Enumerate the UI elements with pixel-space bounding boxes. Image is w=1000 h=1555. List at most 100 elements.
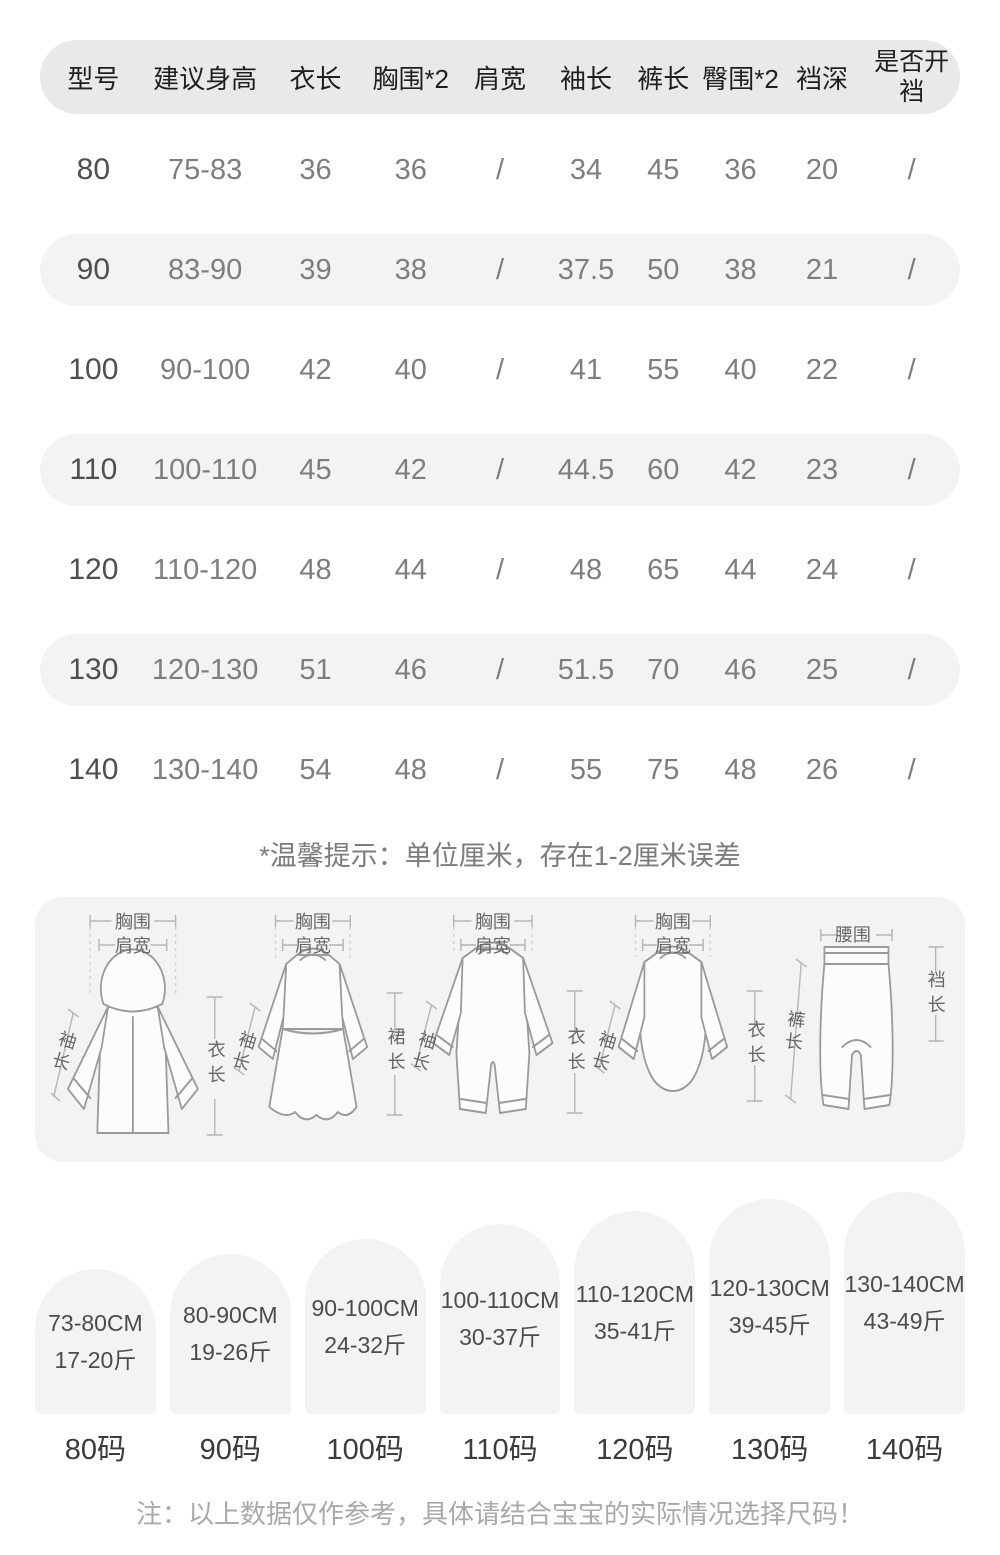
header-open-crotch: 是否开裆 bbox=[874, 48, 950, 106]
size-card-120: 110-120CM 35-41斤 120码 bbox=[574, 1211, 696, 1468]
chest-dim-label: 胸围 bbox=[654, 912, 691, 932]
cell: 51.5 bbox=[557, 653, 615, 686]
height-range: 130-140CM bbox=[844, 1271, 965, 1298]
romper-drawing bbox=[411, 915, 583, 1114]
cell: 110-120 bbox=[152, 553, 258, 586]
cell: 45 bbox=[299, 453, 332, 486]
table-row-110: 110 100-110 45 42 / 44.5 60 42 23 / bbox=[40, 434, 960, 506]
diagram-bodysuit: 胸围 肩宽 袖长 衣长 bbox=[587, 907, 769, 1157]
size-table: 型号 建议身高 衣长 胸围*2 肩宽 袖长 裤长 臀围*2 裆深 是否开裆 80… bbox=[40, 40, 960, 806]
cell: 20 bbox=[805, 153, 839, 186]
height-range: 80-90CM bbox=[182, 1302, 278, 1329]
table-row-120: 120 110-120 48 44 / 48 65 44 24 / bbox=[40, 534, 960, 606]
height-range: 110-120CM bbox=[575, 1280, 695, 1307]
cell: 80 bbox=[76, 153, 111, 186]
cell: 39 bbox=[299, 253, 332, 286]
table-row-130: 130 120-130 51 46 / 51.5 70 46 25 / bbox=[40, 634, 960, 706]
weight-range: 35-41斤 bbox=[593, 1317, 676, 1344]
cell: 23 bbox=[805, 453, 839, 486]
cell: 100-110 bbox=[152, 453, 258, 486]
cell: / bbox=[907, 653, 916, 686]
clothes-length-dim-label: 衣长 bbox=[745, 1019, 766, 1070]
cell: / bbox=[495, 453, 504, 486]
chest-dim-label: 胸围 bbox=[114, 912, 151, 932]
size-bubble: 110-120CM 35-41斤 bbox=[574, 1211, 696, 1414]
cell: 51 bbox=[299, 653, 332, 686]
size-bubble: 100-110CM 30-37斤 bbox=[439, 1224, 561, 1414]
table-row-100: 100 90-100 42 40 / 41 55 40 22 / bbox=[40, 334, 960, 406]
size-label: 80码 bbox=[64, 1434, 127, 1466]
size-bubble: 120-130CM 39-45斤 bbox=[709, 1199, 831, 1414]
shoulder-dim-label: 肩宽 bbox=[114, 935, 151, 956]
table-row-140: 140 130-140 54 48 / 55 75 48 26 / bbox=[40, 734, 960, 806]
measure-diagrams-panel: 胸围 肩宽 袖长 衣长 bbox=[35, 897, 965, 1162]
chest-dim-label: 胸围 bbox=[474, 912, 511, 932]
cell: 38 bbox=[724, 253, 757, 286]
weight-range: 43-49斤 bbox=[863, 1308, 946, 1334]
bodysuit-drawing bbox=[593, 915, 763, 1102]
diagram-dress: 胸围 肩宽 袖长 裙长 bbox=[227, 907, 409, 1157]
height-range: 73-80CM bbox=[48, 1309, 143, 1336]
cell: 50 bbox=[647, 253, 680, 286]
shoulder-dim-label: 肩宽 bbox=[654, 935, 691, 956]
cell: 130-140 bbox=[151, 753, 259, 786]
weight-range: 39-45斤 bbox=[728, 1311, 811, 1338]
size-recommendation-cards: 73-80CM 17-20斤 80码 80-90CM 19-26斤 90码 90… bbox=[35, 1192, 966, 1468]
size-label: 110码 bbox=[462, 1434, 538, 1466]
height-range: 100-110CM bbox=[440, 1287, 560, 1314]
cell: 22 bbox=[805, 353, 839, 386]
cell: 40 bbox=[394, 353, 427, 386]
clothes-length-dim-label: 衣长 bbox=[205, 1039, 226, 1090]
header-model: 型号 bbox=[67, 63, 120, 94]
cell: / bbox=[495, 753, 504, 786]
cell: 110 bbox=[69, 453, 118, 486]
diagram-hooded-jacket: 胸围 肩宽 袖长 衣长 bbox=[47, 907, 229, 1157]
table-row-90: 90 83-90 39 38 / 37.5 50 38 21 / bbox=[40, 234, 960, 306]
cell: / bbox=[907, 353, 916, 386]
size-card-130: 120-130CM 39-45斤 130码 bbox=[709, 1199, 831, 1468]
size-bubble: 130-140CM 43-49斤 bbox=[844, 1192, 966, 1414]
cell: 55 bbox=[569, 753, 603, 786]
weight-range: 24-32斤 bbox=[324, 1331, 407, 1358]
cell: 55 bbox=[647, 353, 680, 386]
cell: 90-100 bbox=[159, 353, 251, 386]
cell: 36 bbox=[394, 153, 427, 186]
cell: 45 bbox=[647, 153, 680, 186]
size-label: 130码 bbox=[731, 1434, 809, 1466]
header-crotch-depth: 裆深 bbox=[795, 63, 848, 94]
cell: 44 bbox=[724, 553, 757, 586]
header-shoulder: 肩宽 bbox=[473, 63, 526, 94]
cell: 48 bbox=[724, 753, 757, 786]
table-header-row: 型号 建议身高 衣长 胸围*2 肩宽 袖长 裤长 臀围*2 裆深 是否开裆 bbox=[40, 40, 960, 114]
cell: 46 bbox=[724, 653, 757, 686]
cell: 36 bbox=[299, 153, 332, 186]
cell: / bbox=[495, 653, 504, 686]
diagram-pants: 腰围 裤长 裆长 bbox=[771, 907, 949, 1157]
diagram-romper: 胸围 肩宽 袖长 衣长 bbox=[407, 907, 589, 1157]
cell: / bbox=[907, 553, 916, 586]
cell: 130 bbox=[68, 653, 119, 686]
cell: / bbox=[907, 753, 916, 786]
cell: 48 bbox=[394, 753, 427, 786]
cell: 54 bbox=[299, 753, 332, 786]
size-label: 140码 bbox=[865, 1434, 944, 1466]
footer-note: 注：以上数据仅作参考，具体请结合宝宝的实际情况选择尺码！ bbox=[135, 1499, 864, 1529]
unit-tip-note: *温馨提示：单位厘米，存在1-2厘米误差 bbox=[259, 841, 741, 871]
cell: 42 bbox=[394, 453, 427, 486]
size-card-110: 100-110CM 30-37斤 110码 bbox=[439, 1224, 561, 1468]
cell: / bbox=[495, 153, 504, 186]
cell: / bbox=[907, 453, 916, 486]
shoulder-dim-label: 肩宽 bbox=[294, 935, 331, 956]
cell: 26 bbox=[805, 753, 839, 786]
cell: 21 bbox=[805, 253, 839, 286]
hooded-jacket-drawing bbox=[51, 915, 223, 1136]
cell: / bbox=[495, 553, 504, 586]
cell: 48 bbox=[569, 553, 603, 586]
size-label: 120码 bbox=[596, 1434, 674, 1466]
header-chest: 胸围*2 bbox=[372, 63, 450, 94]
cell: 42 bbox=[724, 453, 757, 486]
cell: 65 bbox=[647, 553, 680, 586]
cell: 40 bbox=[724, 353, 757, 386]
weight-range: 17-20斤 bbox=[54, 1346, 137, 1373]
cell: 100 bbox=[68, 353, 119, 386]
